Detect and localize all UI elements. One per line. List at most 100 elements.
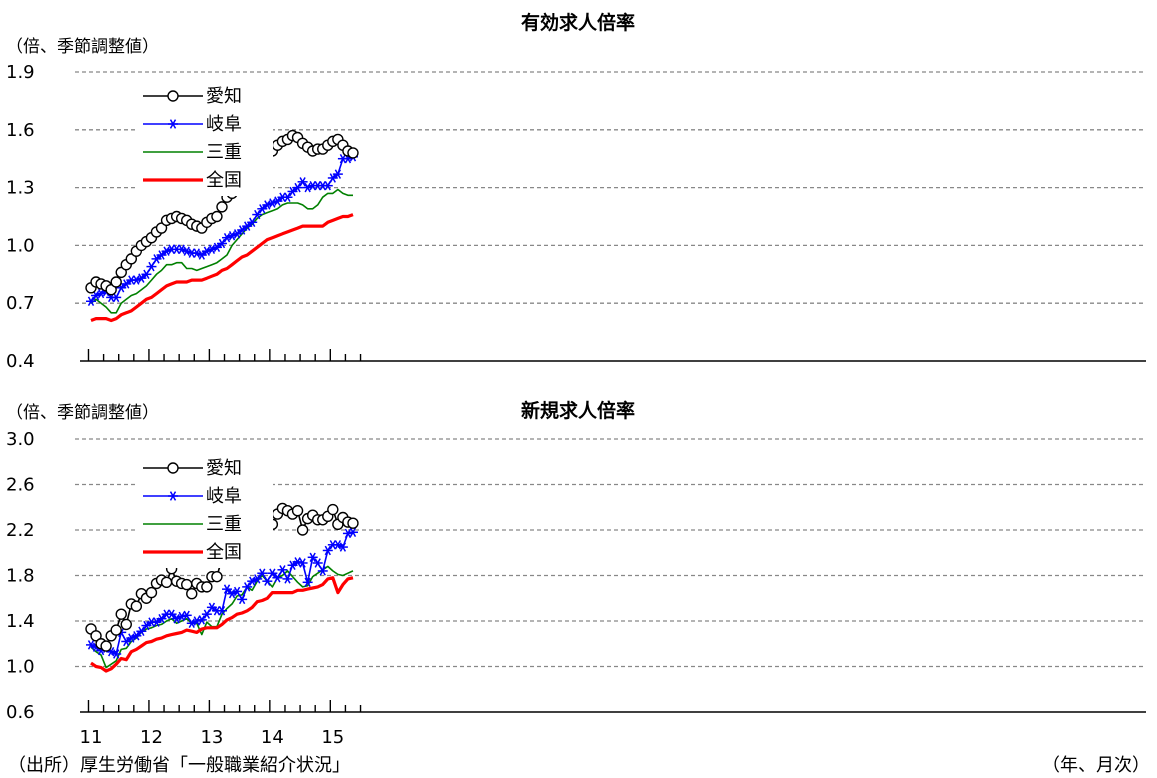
data-point-aichi bbox=[181, 578, 193, 591]
series-line-mie bbox=[90, 188, 353, 314]
data-point-gifu bbox=[196, 615, 207, 625]
data-point-gifu bbox=[282, 192, 293, 202]
y-tick-label: 1.0 bbox=[6, 235, 35, 256]
data-point-gifu bbox=[302, 577, 313, 588]
data-point-gifu bbox=[317, 566, 328, 576]
data-point-gifu bbox=[252, 209, 263, 220]
data-point-gifu bbox=[111, 292, 122, 303]
legend-label-gifu: 岐阜 bbox=[206, 486, 242, 507]
data-point-gifu bbox=[247, 217, 258, 228]
data-point-gifu bbox=[337, 542, 348, 552]
data-point-gifu bbox=[242, 582, 253, 592]
y-tick-label: 3.0 bbox=[6, 429, 35, 450]
data-point-gifu bbox=[252, 574, 263, 584]
data-point-aichi bbox=[110, 276, 122, 288]
legend-marker-gifu bbox=[168, 119, 178, 129]
y-tick-label: 0.4 bbox=[6, 351, 35, 372]
series-national bbox=[90, 576, 354, 673]
series-line-national bbox=[90, 213, 354, 323]
data-point-gifu bbox=[307, 552, 318, 563]
panel-effective-ratio: 有効求人倍率 （倍、季節調整値） 0.4 0.7 1.0 1.3 1.6 1.9 愛知岐阜三重全… bbox=[6, 11, 1146, 372]
data-point-aichi bbox=[90, 630, 102, 642]
data-point-aichi bbox=[105, 284, 117, 296]
data-point-aichi bbox=[211, 210, 223, 223]
y-tick-label: 0.6 bbox=[6, 702, 35, 723]
data-point-aichi bbox=[130, 600, 143, 612]
x-axis-unit-label: （年、月次） bbox=[1042, 755, 1150, 776]
data-point-gifu bbox=[342, 528, 353, 539]
series-gifu bbox=[86, 527, 358, 659]
data-point-aichi bbox=[347, 147, 359, 159]
data-point-gifu bbox=[292, 182, 303, 193]
data-point-gifu bbox=[277, 565, 288, 575]
data-point-aichi bbox=[115, 266, 127, 279]
data-point-aichi bbox=[125, 253, 138, 265]
data-point-gifu bbox=[141, 269, 152, 280]
data-point-gifu bbox=[216, 606, 227, 616]
series-gifu bbox=[86, 152, 358, 306]
chart-title: 有効求人倍率 bbox=[521, 11, 635, 34]
legend-label-national: 全国 bbox=[206, 542, 242, 563]
x-tick-label: 12 bbox=[140, 727, 163, 748]
data-point-gifu bbox=[136, 626, 147, 636]
data-point-gifu bbox=[322, 545, 333, 556]
data-point-aichi bbox=[100, 640, 112, 652]
data-point-aichi bbox=[120, 618, 132, 631]
source-note: （出所）厚生労働省「一般職業紹介状況」 bbox=[8, 755, 350, 776]
y-tick-label: 1.6 bbox=[6, 120, 35, 141]
y-axis-label: （倍、季節調整値） bbox=[6, 403, 159, 423]
data-point-gifu bbox=[282, 574, 293, 584]
data-point-gifu bbox=[332, 169, 343, 179]
y-tick-label: 1.4 bbox=[6, 611, 35, 632]
data-point-aichi bbox=[115, 608, 127, 620]
data-point-gifu bbox=[146, 261, 157, 272]
data-point-gifu bbox=[312, 558, 323, 568]
y-tick-label: 1.3 bbox=[6, 178, 35, 199]
data-point-aichi bbox=[291, 504, 304, 517]
series-mie bbox=[90, 188, 353, 314]
data-point-gifu bbox=[131, 631, 142, 641]
data-point-gifu bbox=[262, 576, 273, 586]
legend-label-aichi: 愛知 bbox=[206, 458, 242, 479]
legend-label-mie: 三重 bbox=[206, 142, 242, 163]
y-axis-label: （倍、季節調整値） bbox=[6, 37, 159, 57]
x-tick-label: 13 bbox=[200, 727, 223, 748]
data-point-gifu bbox=[111, 649, 122, 659]
data-point-aichi bbox=[145, 586, 158, 599]
data-point-gifu bbox=[216, 238, 227, 249]
data-point-aichi bbox=[347, 517, 359, 529]
legend-background bbox=[135, 452, 273, 568]
legend-label-aichi: 愛知 bbox=[206, 86, 242, 107]
y-tick-label: 1.9 bbox=[6, 62, 35, 83]
panel-new-ratio: 新規求人倍率 （倍、季節調整値） 0.6 1.0 1.4 1.8 2.2 2.6 3.0 11 12… bbox=[6, 399, 1146, 748]
data-point-aichi bbox=[186, 588, 198, 600]
data-point-gifu bbox=[237, 594, 248, 605]
data-point-gifu bbox=[232, 586, 243, 597]
y-tick-label: 2.2 bbox=[6, 520, 35, 541]
data-point-gifu bbox=[166, 609, 177, 619]
data-point-gifu bbox=[272, 573, 283, 583]
data-point-aichi bbox=[216, 201, 228, 213]
x-tick-label: 14 bbox=[261, 727, 284, 748]
data-point-aichi bbox=[160, 576, 173, 589]
y-tick-label: 1.0 bbox=[6, 657, 35, 678]
y-tick-label: 1.8 bbox=[6, 566, 35, 587]
legend-label-mie: 三重 bbox=[206, 514, 242, 535]
data-point-aichi bbox=[296, 524, 309, 536]
data-point-gifu bbox=[297, 558, 308, 568]
y-tick-label: 0.7 bbox=[6, 293, 35, 314]
data-point-aichi bbox=[211, 570, 223, 583]
x-tick-label: 11 bbox=[80, 727, 103, 748]
x-tick-label: 15 bbox=[321, 727, 344, 748]
data-point-gifu bbox=[201, 609, 212, 619]
data-point-gifu bbox=[191, 616, 202, 626]
legend-label-national: 全国 bbox=[206, 170, 242, 191]
data-point-aichi bbox=[155, 222, 168, 234]
legend-marker-aichi bbox=[167, 90, 179, 102]
data-point-aichi bbox=[110, 624, 122, 636]
data-point-aichi bbox=[327, 503, 339, 516]
legend-background bbox=[135, 80, 273, 196]
